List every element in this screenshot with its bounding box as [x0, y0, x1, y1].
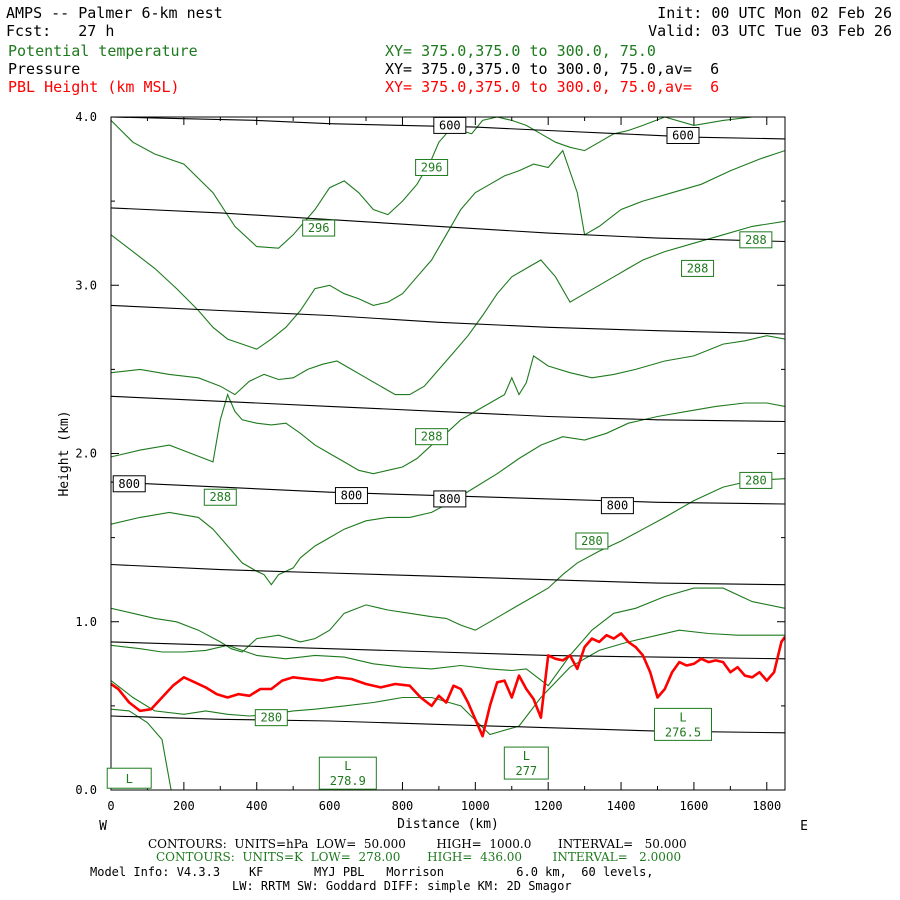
theta-contour-label: 296: [421, 160, 443, 174]
x-tick-label: 0: [107, 799, 114, 813]
x-axis-label: Distance (km): [397, 817, 499, 832]
x-tick-label: 1400: [607, 799, 636, 813]
forecast-hour: Fcst: 27 h: [6, 22, 115, 40]
pressure-contour-label-box: [666, 127, 700, 145]
y-axis-label: Height (km): [57, 410, 72, 496]
pressure-contour-label: 800: [607, 499, 629, 513]
field-label-pbl: PBL Height (km MSL): [8, 78, 180, 96]
footer-physics-info: LW: RRTM SW: Goddard DIFF: simple KM: 2D…: [232, 879, 572, 893]
low-marker-value: 276.5: [665, 725, 701, 739]
pbl-height-line: [111, 632, 785, 738]
theta-contour-line: [111, 220, 785, 396]
pressure-contour-label: 800: [341, 489, 363, 503]
y-tick-label: 2.0: [75, 447, 97, 461]
theta-contour-label-box: [739, 471, 773, 489]
theta-contour-label: 280: [745, 473, 767, 487]
x-tick-label: 1000: [461, 799, 490, 813]
pressure-contour-label: 800: [118, 477, 140, 491]
theta-contour-label-box: [203, 488, 237, 506]
low-marker-label: L: [344, 759, 351, 773]
x-tick-label: 1200: [534, 799, 563, 813]
theta-contour-line: [111, 335, 785, 475]
plot-frame: [110, 116, 786, 791]
y-tick-label: 0.0: [75, 783, 97, 797]
field-label-theta: Potential temperature: [8, 42, 198, 60]
low-marker-label: L: [126, 772, 133, 786]
footer-model-info: Model Info: V4.3.3 KF MYJ PBL Morrison 6…: [90, 865, 654, 879]
theta-contour-label: 280: [260, 711, 282, 725]
pressure-contour-label-box: [433, 490, 467, 508]
pressure-contour-700: [111, 304, 785, 335]
pressure-contour-label: 800: [439, 492, 461, 506]
theta-contour-label-box: [415, 158, 449, 176]
theta-contour-label: 288: [421, 430, 443, 444]
field-label-pressure: Pressure: [8, 60, 81, 78]
x-tick-label: 200: [173, 799, 195, 813]
low-marker-box: [106, 767, 152, 789]
low-marker-label: L: [679, 710, 686, 724]
theta-contour-label-box: [681, 259, 715, 277]
theta-contour-label: 296: [308, 221, 330, 235]
pressure-contour-label-box: [334, 487, 368, 505]
y-tick-label: 4.0: [75, 110, 97, 124]
theta-contour-label-box: [254, 709, 288, 727]
low-marker-value: 277: [515, 764, 537, 778]
pressure-contour-label-box: [433, 116, 467, 134]
east-label: E: [800, 819, 808, 834]
field-xy-pressure: XY= 375.0,375.0 to 300.0, 75.0,av= 6: [385, 60, 720, 78]
valid-time: Valid: 03 UTC Tue 03 Feb 26: [648, 22, 892, 40]
theta-contour-line: [111, 708, 172, 790]
theta-contour-label: 288: [209, 490, 231, 504]
theta-contour-label-box: [415, 428, 449, 446]
field-xy-pbl: XY= 375.0,375.0 to 300.0, 75.0,av= 6: [385, 78, 720, 96]
pressure-contour-850: [111, 563, 785, 586]
footer-theta-contours: CONTOURS: UNITS=K LOW= 278.00 HIGH= 436.…: [156, 850, 682, 864]
init-time: Init: 00 UTC Mon 02 Feb 26: [657, 4, 892, 22]
y-tick-label: 1.0: [75, 615, 97, 629]
theta-contour-line: [111, 478, 785, 653]
field-xy-theta: XY= 375.0,375.0 to 300.0, 75.0: [385, 42, 656, 60]
theta-contour-label-box: [739, 231, 773, 249]
low-marker-box: [318, 756, 377, 790]
pressure-contour-650: [111, 207, 785, 243]
low-marker-label: L: [523, 749, 530, 763]
low-marker-box: [653, 707, 712, 741]
pressure-contour-750: [111, 395, 785, 423]
x-tick-label: 800: [392, 799, 414, 813]
low-marker-value: 278.9: [330, 774, 366, 788]
pressure-contour-900: [111, 641, 785, 660]
theta-contour-line: [111, 629, 785, 736]
west-label: W: [99, 819, 107, 834]
theta-contour-label: 288: [687, 261, 709, 275]
x-tick-label: 400: [246, 799, 268, 813]
low-marker-box: [503, 746, 549, 780]
x-tick-label: 1600: [679, 799, 708, 813]
theta-contour-line: [111, 149, 785, 350]
pressure-contour-label-box: [600, 497, 634, 515]
x-tick-label: 600: [319, 799, 341, 813]
theta-contour-line: [111, 587, 785, 687]
pressure-contour-label: 600: [439, 118, 461, 132]
theta-contour-line: [111, 402, 785, 586]
x-tick-label: 1800: [752, 799, 781, 813]
theta-contour-label: 288: [745, 233, 767, 247]
map-title: AMPS -- Palmer 6-km nest: [6, 4, 223, 22]
theta-contour-label-box: [302, 219, 336, 237]
footer-pressure-contours: CONTOURS: UNITS=hPa LOW= 50.000 HIGH= 10…: [148, 837, 687, 851]
theta-contour-label: 280: [581, 534, 603, 548]
pressure-contour-label: 600: [672, 129, 694, 143]
pressure-contour-label-box: [112, 475, 146, 493]
theta-contour-label-box: [575, 532, 609, 550]
y-tick-label: 3.0: [75, 278, 97, 292]
